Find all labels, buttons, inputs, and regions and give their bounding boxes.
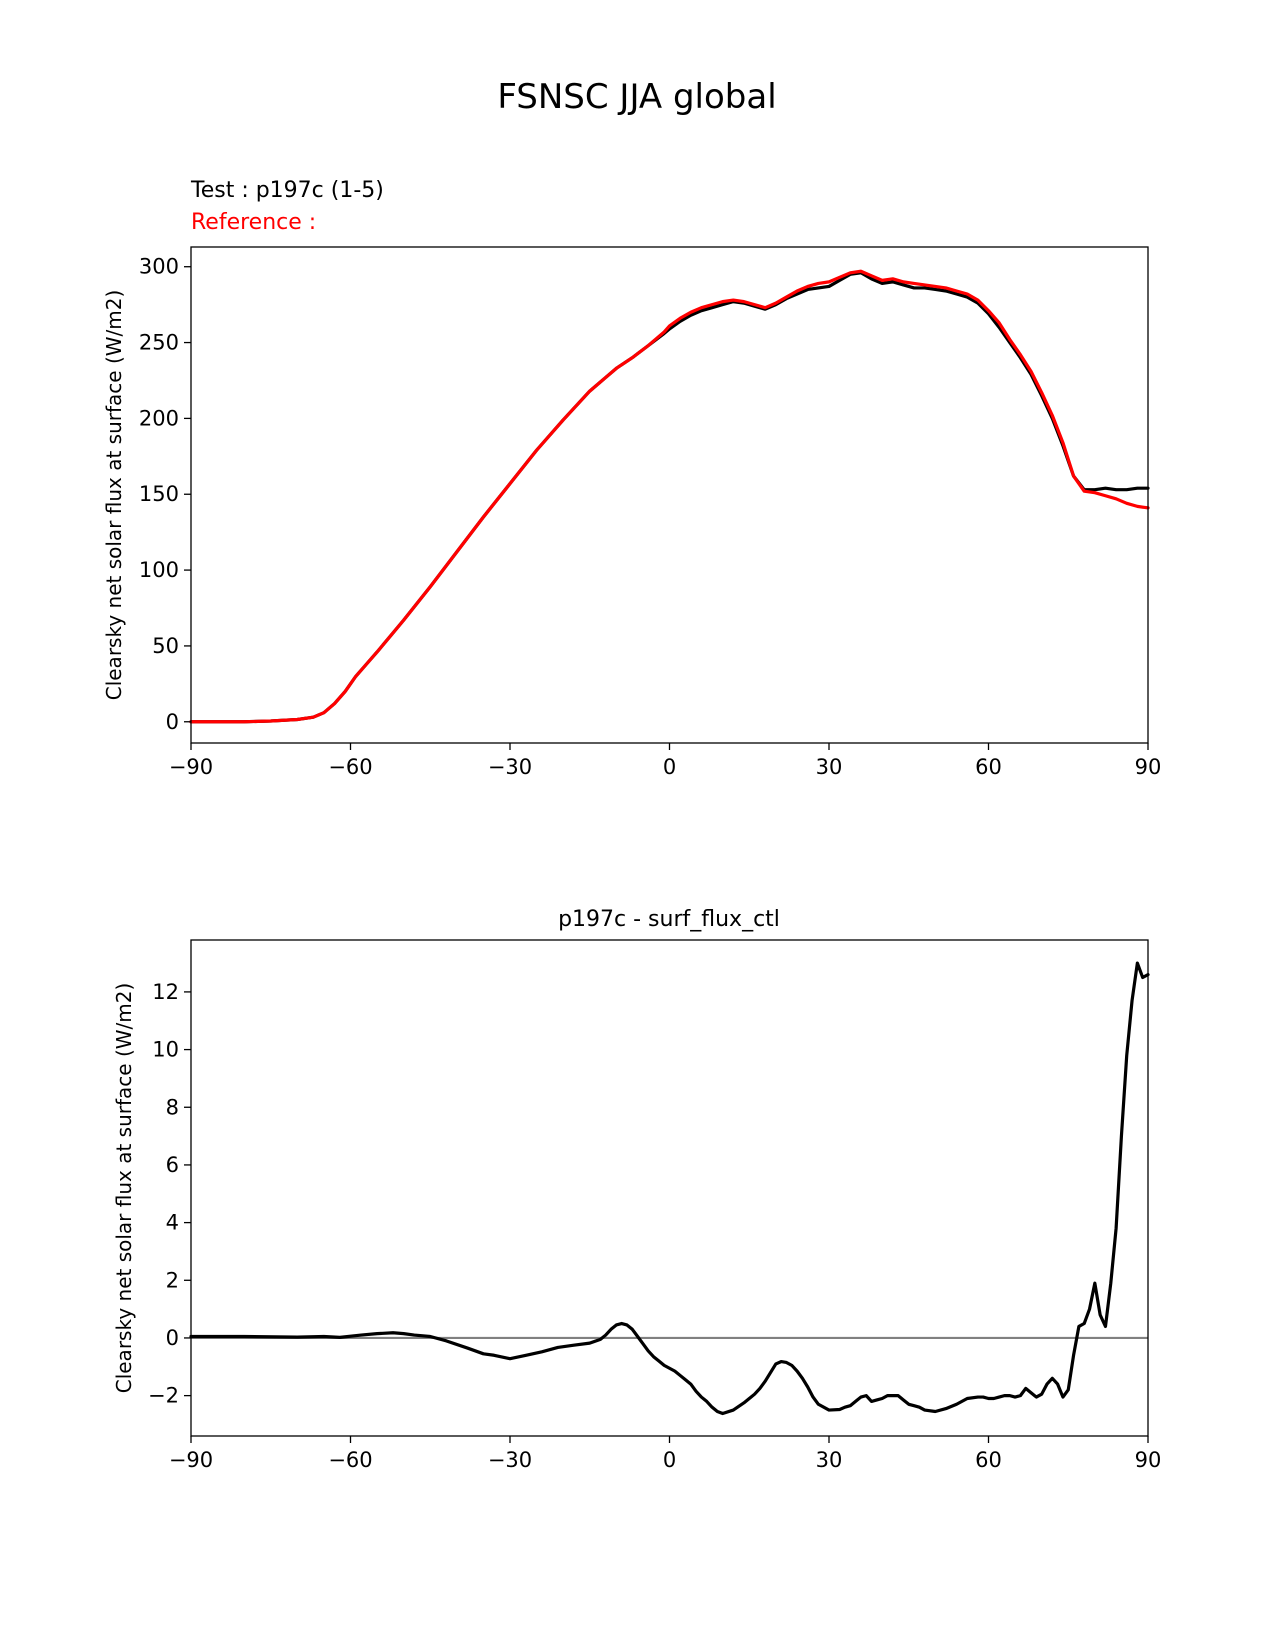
top-x-tick-label: 0 — [663, 755, 676, 779]
bottom-y-axis-label: Clearsky net solar flux at surface (W/m2… — [112, 983, 136, 1394]
bottom-y-tick-label: 6 — [166, 1153, 179, 1177]
bottom-x-tick-label: 60 — [975, 1448, 1002, 1472]
bottom-y-tick-label: −2 — [148, 1384, 179, 1408]
top-series-test-line — [189, 271, 1150, 724]
test-label: Test : p197c (1-5) — [190, 178, 384, 203]
top-y-tick-label: 200 — [139, 406, 179, 430]
top-y-tick-label: 50 — [152, 634, 179, 658]
top-x-tick-label: 60 — [975, 755, 1002, 779]
top-y-tick-label: 150 — [139, 482, 179, 506]
bottom-panel: p197c - surf_flux_ctl −90 −60 −30 0 30 60 90−2… — [112, 907, 1161, 1472]
reference-label: Reference : — [191, 210, 316, 235]
bottom-y-tick-label: 8 — [166, 1095, 179, 1119]
top-y-tick-label: 0 — [166, 710, 179, 734]
bottom-panel-title: p197c - surf_flux_ctl — [558, 907, 780, 932]
top-y-tick-label: 300 — [139, 255, 179, 279]
bottom-y-tick-label: 4 — [166, 1211, 179, 1235]
figure-title: FSNSC JJA global — [497, 77, 776, 117]
top-x-tick-label: 90 — [1135, 755, 1162, 779]
bottom-y-tick-label: 0 — [166, 1326, 179, 1350]
top-x-tick-label: −60 — [328, 755, 372, 779]
top-x-tick-label: −30 — [488, 755, 532, 779]
top-ticks-layer: −90 −60 −30 0 30 60 90 0 50 100 150 200 250 300 — [139, 255, 1161, 779]
top-y-tick-label: 100 — [139, 558, 179, 582]
bottom-y-tick-label: 10 — [152, 1038, 179, 1062]
bottom-x-tick-label: 30 — [816, 1448, 843, 1472]
bottom-y-tick-label: 2 — [166, 1268, 179, 1292]
bottom-series-difference-line — [189, 961, 1150, 1416]
bottom-x-tick-label: −90 — [169, 1448, 213, 1472]
bottom-plot-frame — [190, 939, 1149, 1437]
top-series-layer — [189, 269, 1150, 724]
top-x-tick-label: −90 — [169, 755, 213, 779]
bottom-x-tick-label: −60 — [328, 1448, 372, 1472]
bottom-x-tick-label: 90 — [1135, 1448, 1162, 1472]
bottom-x-tick-label: 0 — [663, 1448, 676, 1472]
top-y-tick-label: 250 — [139, 331, 179, 355]
bottom-x-tick-label: −30 — [488, 1448, 532, 1472]
top-panel: Test : p197c (1-5) Reference : −90 −60 −30… — [102, 178, 1161, 779]
bottom-series-layer — [189, 961, 1150, 1416]
bottom-ticks-layer: −90 −60 −30 0 30 60 90 −2 0 2 4 6 8 10 12 — [148, 980, 1161, 1472]
top-series-reference-line — [189, 269, 1150, 724]
top-x-tick-label: 30 — [816, 755, 843, 779]
top-plot-frame — [190, 246, 1149, 744]
top-y-axis-label: Clearsky net solar flux at surface (W/m2… — [102, 290, 126, 701]
bottom-y-tick-label: 12 — [152, 980, 179, 1004]
